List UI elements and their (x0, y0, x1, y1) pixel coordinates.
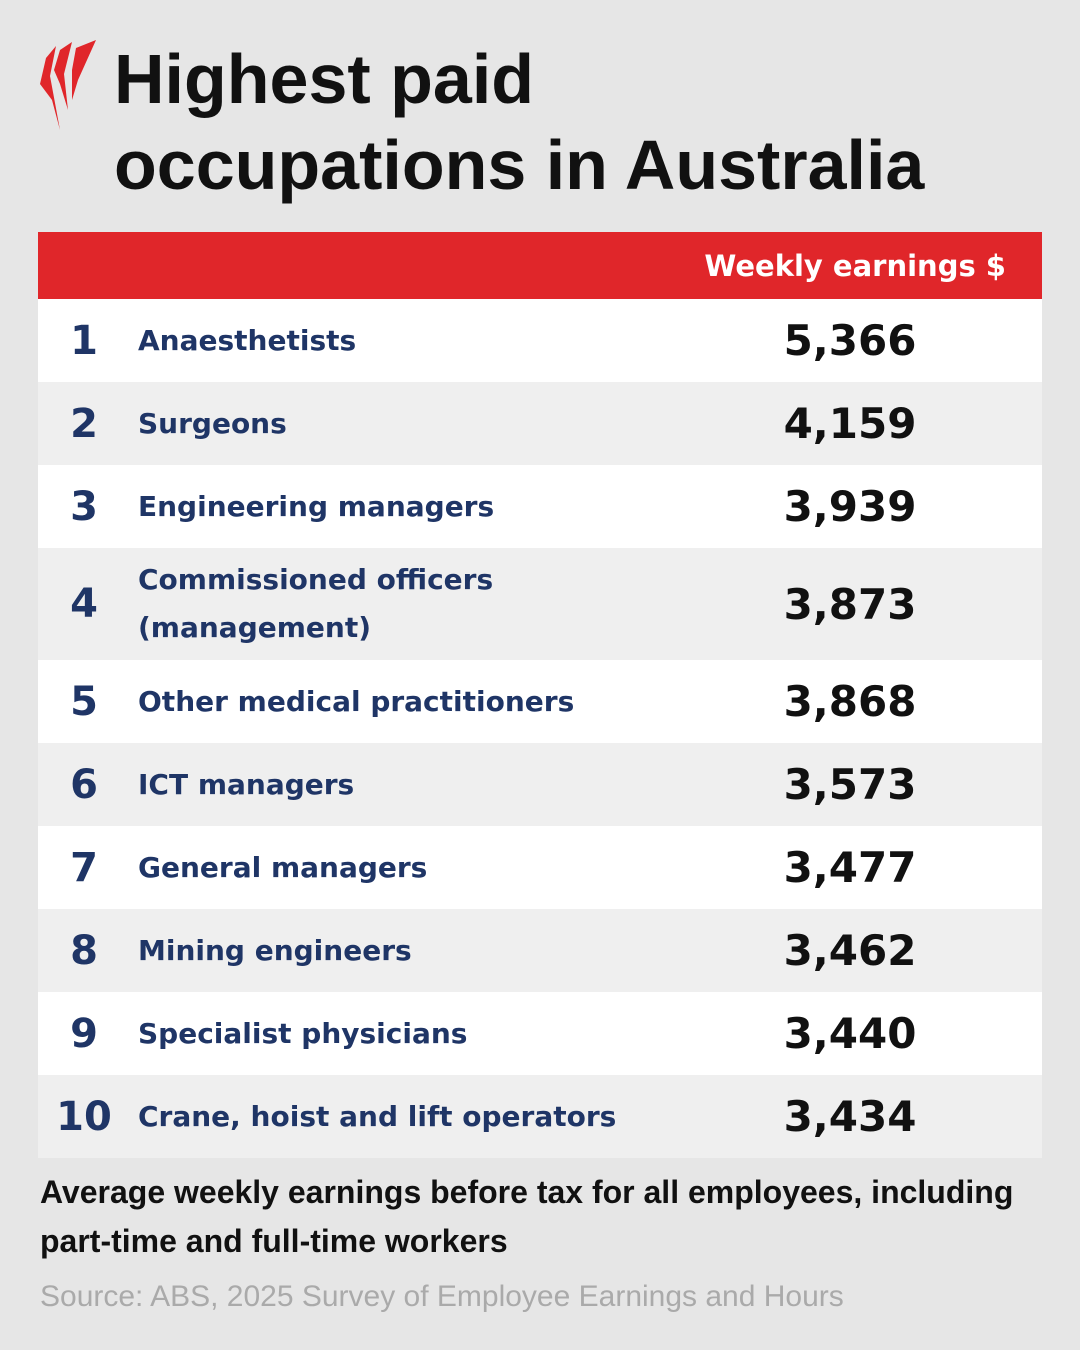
weekly-earnings: 4,159 (783, 399, 917, 448)
table-row: 10 Crane, hoist and lift operators 3,434 (38, 1075, 1042, 1158)
occupation: Crane, hoist and lift operators (138, 1099, 617, 1133)
rank: 9 (70, 1010, 98, 1057)
occupation: Other medical practitioners (138, 684, 575, 718)
occupation: Mining engineers (138, 933, 412, 967)
occupation: Engineering managers (138, 489, 495, 523)
weekly-earnings: 3,873 (783, 579, 917, 629)
weekly-earnings: 3,434 (783, 1092, 917, 1141)
table-row: 2 Surgeons 4,159 (38, 382, 1042, 465)
table-row: 8 Mining engineers 3,462 (38, 909, 1042, 992)
weekly-earnings: 5,366 (783, 316, 917, 365)
column-header: Weekly earnings $ (38, 232, 1042, 299)
table: Weekly earnings $ 1 Anaesthetists 5,366 2 Su… (38, 232, 1042, 1158)
rank: 7 (70, 844, 98, 891)
weekly-earnings: 3,573 (783, 760, 917, 809)
weekly-earnings: 3,477 (783, 843, 917, 892)
occupation: Anaesthetists (138, 323, 357, 357)
title: Highest paid occupations in Australia (114, 36, 924, 208)
rank: 6 (70, 761, 98, 808)
title-line: Highest paid (114, 40, 535, 118)
table-row: 7 General managers 3,477 (38, 826, 1042, 909)
occupation: Specialist physicians (138, 1016, 468, 1050)
weekly-earnings: 3,939 (783, 482, 917, 531)
occupation: General managers (138, 850, 428, 884)
weekly-earnings: 3,440 (783, 1009, 917, 1058)
occupation: ICT managers (138, 767, 355, 801)
rank: 4 (70, 581, 98, 627)
table-body: 1 Anaesthetists 5,366 2 Surgeons 4,159 3 Engine… (38, 299, 1042, 1158)
weekly-earnings: 3,462 (783, 926, 917, 975)
weekly-earnings: 3,868 (783, 677, 917, 726)
table-row: 6 ICT managers 3,573 (38, 743, 1042, 826)
table-row: 1 Anaesthetists 5,366 (38, 299, 1042, 382)
rank: 2 (70, 400, 98, 447)
title-line: occupations in Australia (114, 126, 925, 204)
source: Source: ABS, 2025 Survey of Employee Ear… (40, 1280, 844, 1313)
logo (40, 40, 96, 130)
footnote: Average weekly earnings before tax for a… (40, 1174, 1014, 1259)
table-row: 9 Specialist physicians 3,440 (38, 992, 1042, 1075)
rank: 10 (56, 1093, 112, 1140)
rank: 1 (70, 317, 98, 364)
rank: 8 (70, 927, 98, 974)
table-row: 4 Commissioned officers (management) 3,873 (38, 548, 1042, 660)
occupation: Surgeons (138, 406, 287, 440)
table-row: 3 Engineering managers 3,939 (38, 465, 1042, 548)
occupation: Commissioned officers (management) (138, 563, 494, 644)
rank: 5 (70, 678, 98, 725)
table-row: 5 Other medical practitioners 3,868 (38, 660, 1042, 743)
rank: 3 (70, 483, 98, 530)
